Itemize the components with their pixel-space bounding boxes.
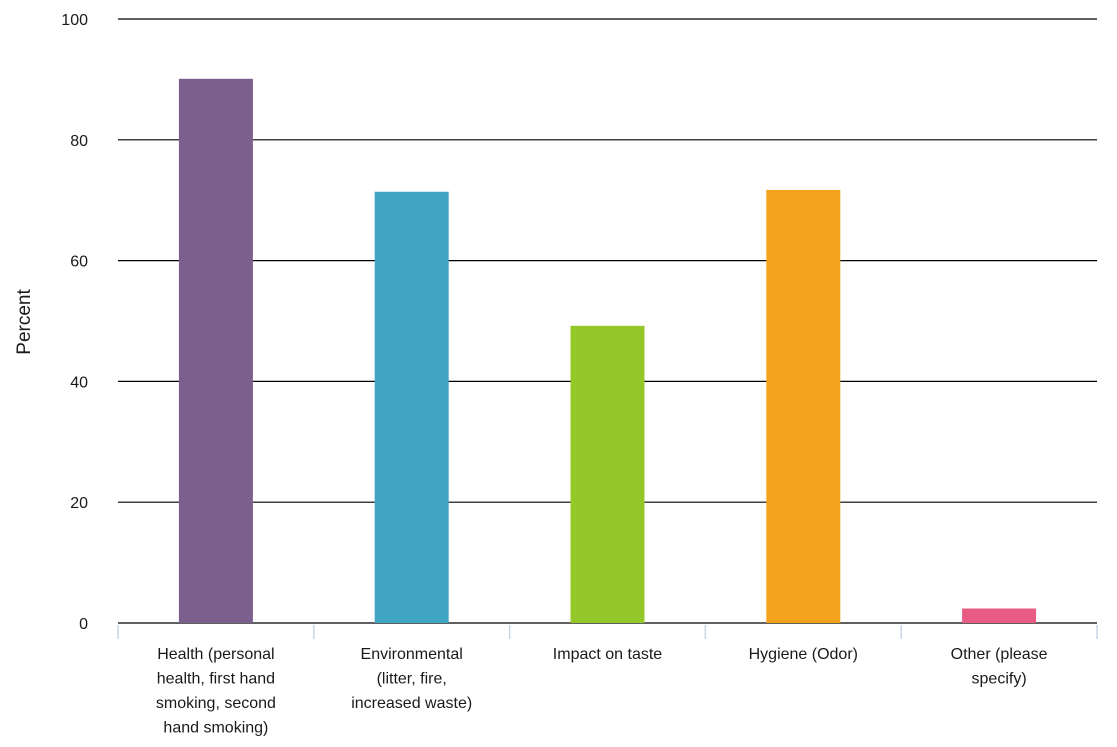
x-category-label: Hygiene (Odor) xyxy=(749,646,858,663)
x-category-label-line: Other (please xyxy=(951,646,1048,663)
x-category-label-line: (litter, fire, xyxy=(377,671,447,688)
y-tick-label: 100 xyxy=(61,12,88,29)
x-category-label-line: Impact on taste xyxy=(553,646,662,663)
x-category-label-line: specify) xyxy=(972,671,1027,688)
x-axis-category-labels: Health (personal health, first hand smokin… xyxy=(156,646,1048,737)
x-category-label-line: health, first hand xyxy=(157,671,275,688)
x-category-label-line: Environmental xyxy=(361,646,463,663)
x-category-label: Health (personal health, first hand smokin… xyxy=(156,646,276,737)
y-tick-label: 20 xyxy=(70,495,88,512)
x-category-label: Other (please specify) xyxy=(951,646,1048,688)
x-category-label-line: Health (personal xyxy=(157,646,274,663)
bar xyxy=(178,78,253,623)
bar xyxy=(766,189,841,623)
x-category-label-line: Hygiene (Odor) xyxy=(749,646,858,663)
y-tick-label: 0 xyxy=(79,616,88,633)
x-category-label: Environmental (litter, fire, increased was… xyxy=(351,646,472,712)
bar xyxy=(570,325,645,623)
y-tick-label: 80 xyxy=(70,133,88,150)
y-axis-title: Percent xyxy=(14,289,35,355)
bars xyxy=(178,78,1037,623)
x-axis xyxy=(117,625,1098,639)
bar xyxy=(374,191,449,623)
y-tick-label: 40 xyxy=(70,374,88,391)
x-category-label: Impact on taste xyxy=(553,646,662,663)
x-category-label-line: smoking, second xyxy=(156,695,276,712)
y-axis-ticks: 0 20 40 60 80 100 xyxy=(61,12,88,633)
y-tick-label: 60 xyxy=(70,254,88,271)
x-category-label-line: hand smoking) xyxy=(163,720,268,737)
x-category-label-line: increased waste) xyxy=(351,695,472,712)
bar xyxy=(962,608,1037,623)
